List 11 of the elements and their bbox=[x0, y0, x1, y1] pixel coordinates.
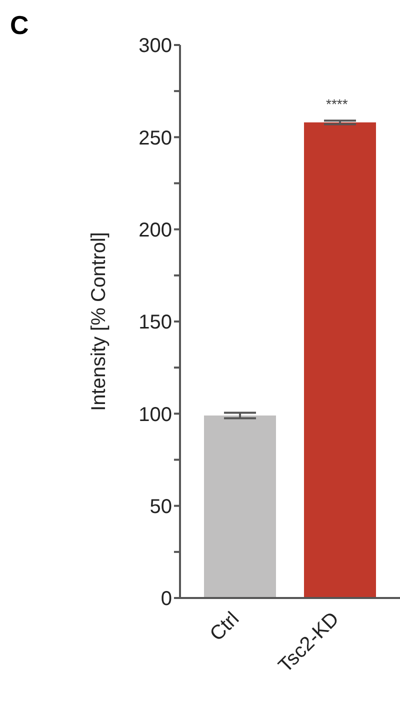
y-tick-label: 300 bbox=[138, 35, 172, 58]
y-axis-title: Intensity [% Control] bbox=[88, 232, 110, 411]
y-tick-label: 50 bbox=[150, 496, 172, 518]
y-tick-label: 150 bbox=[138, 312, 172, 334]
text: C bbox=[10, 10, 29, 41]
x-tick-label: Ctrl bbox=[206, 608, 244, 646]
y-tick-label: 100 bbox=[138, 404, 172, 426]
y-tick-label: 0 bbox=[160, 588, 172, 610]
annotation: **** bbox=[326, 96, 348, 112]
y-tick-label: 250 bbox=[138, 127, 172, 150]
y-tick-label: 200 bbox=[138, 219, 172, 242]
